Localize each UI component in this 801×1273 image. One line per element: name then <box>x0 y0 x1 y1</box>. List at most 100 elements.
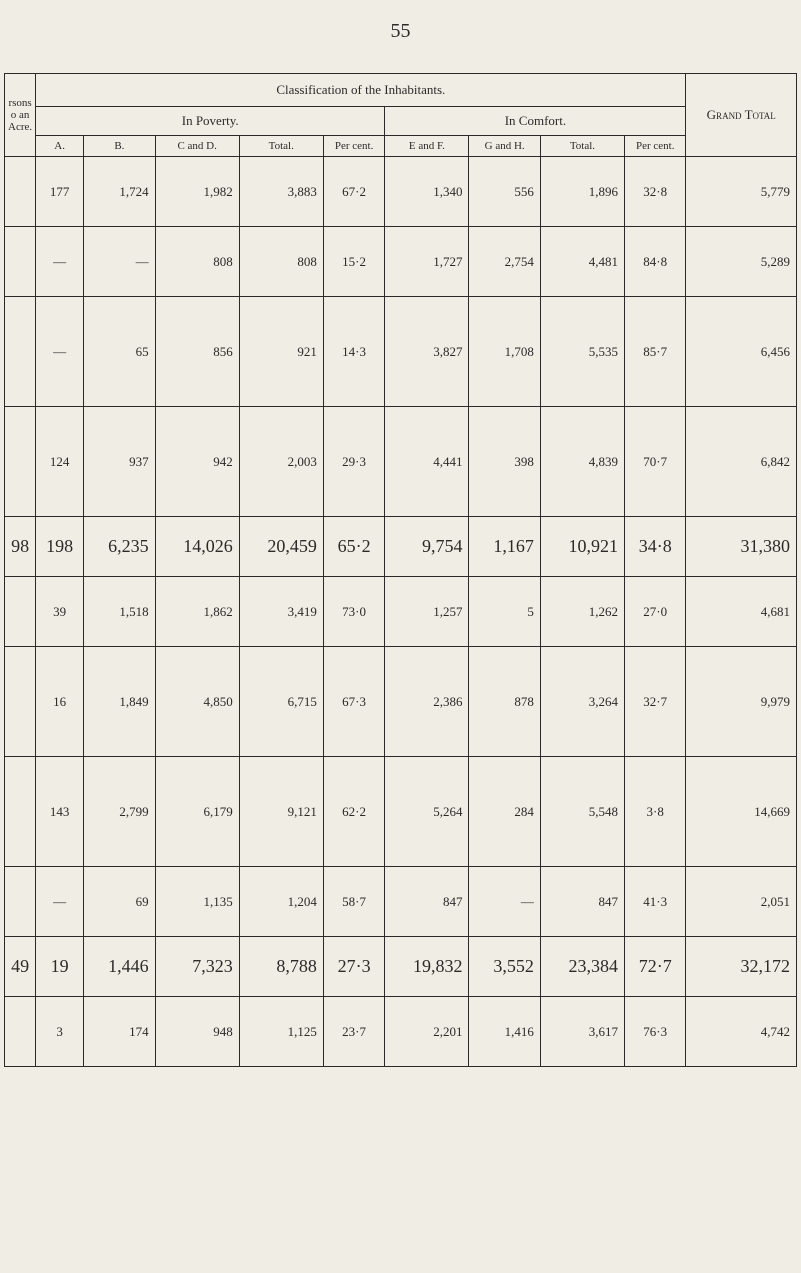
table-cell <box>5 867 36 937</box>
table-cell: 5,535 <box>540 297 624 407</box>
table-cell: 67·2 <box>323 157 384 227</box>
col-total2: Total. <box>540 136 624 157</box>
table-cell: — <box>36 297 84 407</box>
table-cell: 1,167 <box>469 517 540 577</box>
table-cell: 34·8 <box>624 517 685 577</box>
col-b: B. <box>84 136 155 157</box>
table-cell: 1,896 <box>540 157 624 227</box>
table-cell: 1,257 <box>385 577 469 647</box>
col-pct1: Per cent. <box>323 136 384 157</box>
table-row: 981986,23514,02620,45965·29,7541,16710,9… <box>5 517 797 577</box>
table-cell: 2,799 <box>84 757 155 867</box>
table-cell: 20,459 <box>239 517 323 577</box>
table-cell: 1,518 <box>84 577 155 647</box>
table-cell: 1,724 <box>84 157 155 227</box>
table-cell: 398 <box>469 407 540 517</box>
table-cell: 23·7 <box>323 997 384 1067</box>
table-cell: 29·3 <box>323 407 384 517</box>
header-classification: Classification of the Inhabitants. <box>36 74 686 107</box>
table-cell: — <box>469 867 540 937</box>
table-cell: 72·7 <box>624 937 685 997</box>
col-pct2: Per cent. <box>624 136 685 157</box>
table-cell: 921 <box>239 297 323 407</box>
table-cell: 27·3 <box>323 937 384 997</box>
table-cell: 6,715 <box>239 647 323 757</box>
table-cell: 8,788 <box>239 937 323 997</box>
table-cell: 85·7 <box>624 297 685 407</box>
table-cell: — <box>36 867 84 937</box>
table-cell: 2,754 <box>469 227 540 297</box>
table-cell <box>5 997 36 1067</box>
table-cell: 808 <box>155 227 239 297</box>
table-cell: 1,125 <box>239 997 323 1067</box>
table-cell: 4,742 <box>686 997 797 1067</box>
table-cell: 124 <box>36 407 84 517</box>
table-cell: 4,481 <box>540 227 624 297</box>
table-row: 1249379422,00329·34,4413984,83970·76,842 <box>5 407 797 517</box>
table-cell: 5,289 <box>686 227 797 297</box>
table-cell: 1,204 <box>239 867 323 937</box>
table-cell: 878 <box>469 647 540 757</box>
table-cell: 98 <box>5 517 36 577</box>
table-cell: 3,264 <box>540 647 624 757</box>
table-cell: 1,135 <box>155 867 239 937</box>
table-cell: 76·3 <box>624 997 685 1067</box>
table-cell: 41·3 <box>624 867 685 937</box>
header-grand-total: Grand Total <box>686 74 797 157</box>
header-leftmost: rsons o an Acre. <box>5 74 36 157</box>
table-cell <box>5 407 36 517</box>
table-cell: 19 <box>36 937 84 997</box>
table-cell: 5 <box>469 577 540 647</box>
table-cell: 65 <box>84 297 155 407</box>
table-cell: 14,026 <box>155 517 239 577</box>
table-cell: 4,681 <box>686 577 797 647</box>
table-cell: 2,003 <box>239 407 323 517</box>
table-cell: — <box>84 227 155 297</box>
table-cell: 9,754 <box>385 517 469 577</box>
page-number: 55 <box>0 20 801 43</box>
table-cell: 847 <box>385 867 469 937</box>
table-cell: 49 <box>5 937 36 997</box>
table-cell: 284 <box>469 757 540 867</box>
table-cell: 3 <box>36 997 84 1067</box>
table-cell: 2,051 <box>686 867 797 937</box>
table-cell: 69 <box>84 867 155 937</box>
table-cell: 62·2 <box>323 757 384 867</box>
table-cell: 5,779 <box>686 157 797 227</box>
table-cell: 9,121 <box>239 757 323 867</box>
table-cell: 1,340 <box>385 157 469 227</box>
table-cell: 14,669 <box>686 757 797 867</box>
col-gh: G and H. <box>469 136 540 157</box>
table-cell: 3,419 <box>239 577 323 647</box>
table-row: 161,8494,8506,71567·32,3868783,26432·79,… <box>5 647 797 757</box>
col-total1: Total. <box>239 136 323 157</box>
table-cell: 1,446 <box>84 937 155 997</box>
table-cell: 948 <box>155 997 239 1067</box>
table-cell <box>5 577 36 647</box>
table-cell: 942 <box>155 407 239 517</box>
table-cell: 19,832 <box>385 937 469 997</box>
table-cell: 847 <box>540 867 624 937</box>
table-cell: 2,201 <box>385 997 469 1067</box>
table-cell <box>5 157 36 227</box>
table-cell: 198 <box>36 517 84 577</box>
table-cell <box>5 757 36 867</box>
table-row: 49191,4467,3238,78827·319,8323,55223,384… <box>5 937 797 997</box>
table-cell: 1,982 <box>155 157 239 227</box>
header-in-poverty: In Poverty. <box>36 107 385 136</box>
table-row: ——80880815·21,7272,7544,48184·85,289 <box>5 227 797 297</box>
table-cell: 31,380 <box>686 517 797 577</box>
table-cell: 4,850 <box>155 647 239 757</box>
table-cell: 7,323 <box>155 937 239 997</box>
header-in-comfort: In Comfort. <box>385 107 686 136</box>
table-cell: — <box>36 227 84 297</box>
table-cell: 556 <box>469 157 540 227</box>
col-cd: C and D. <box>155 136 239 157</box>
table-cell: 3,827 <box>385 297 469 407</box>
table-cell: 6,235 <box>84 517 155 577</box>
table-cell: 15·2 <box>323 227 384 297</box>
table-cell: 3·8 <box>624 757 685 867</box>
table-cell: 67·3 <box>323 647 384 757</box>
table-cell: 70·7 <box>624 407 685 517</box>
table-body: 1771,7241,9823,88367·21,3405561,89632·85… <box>5 157 797 1067</box>
